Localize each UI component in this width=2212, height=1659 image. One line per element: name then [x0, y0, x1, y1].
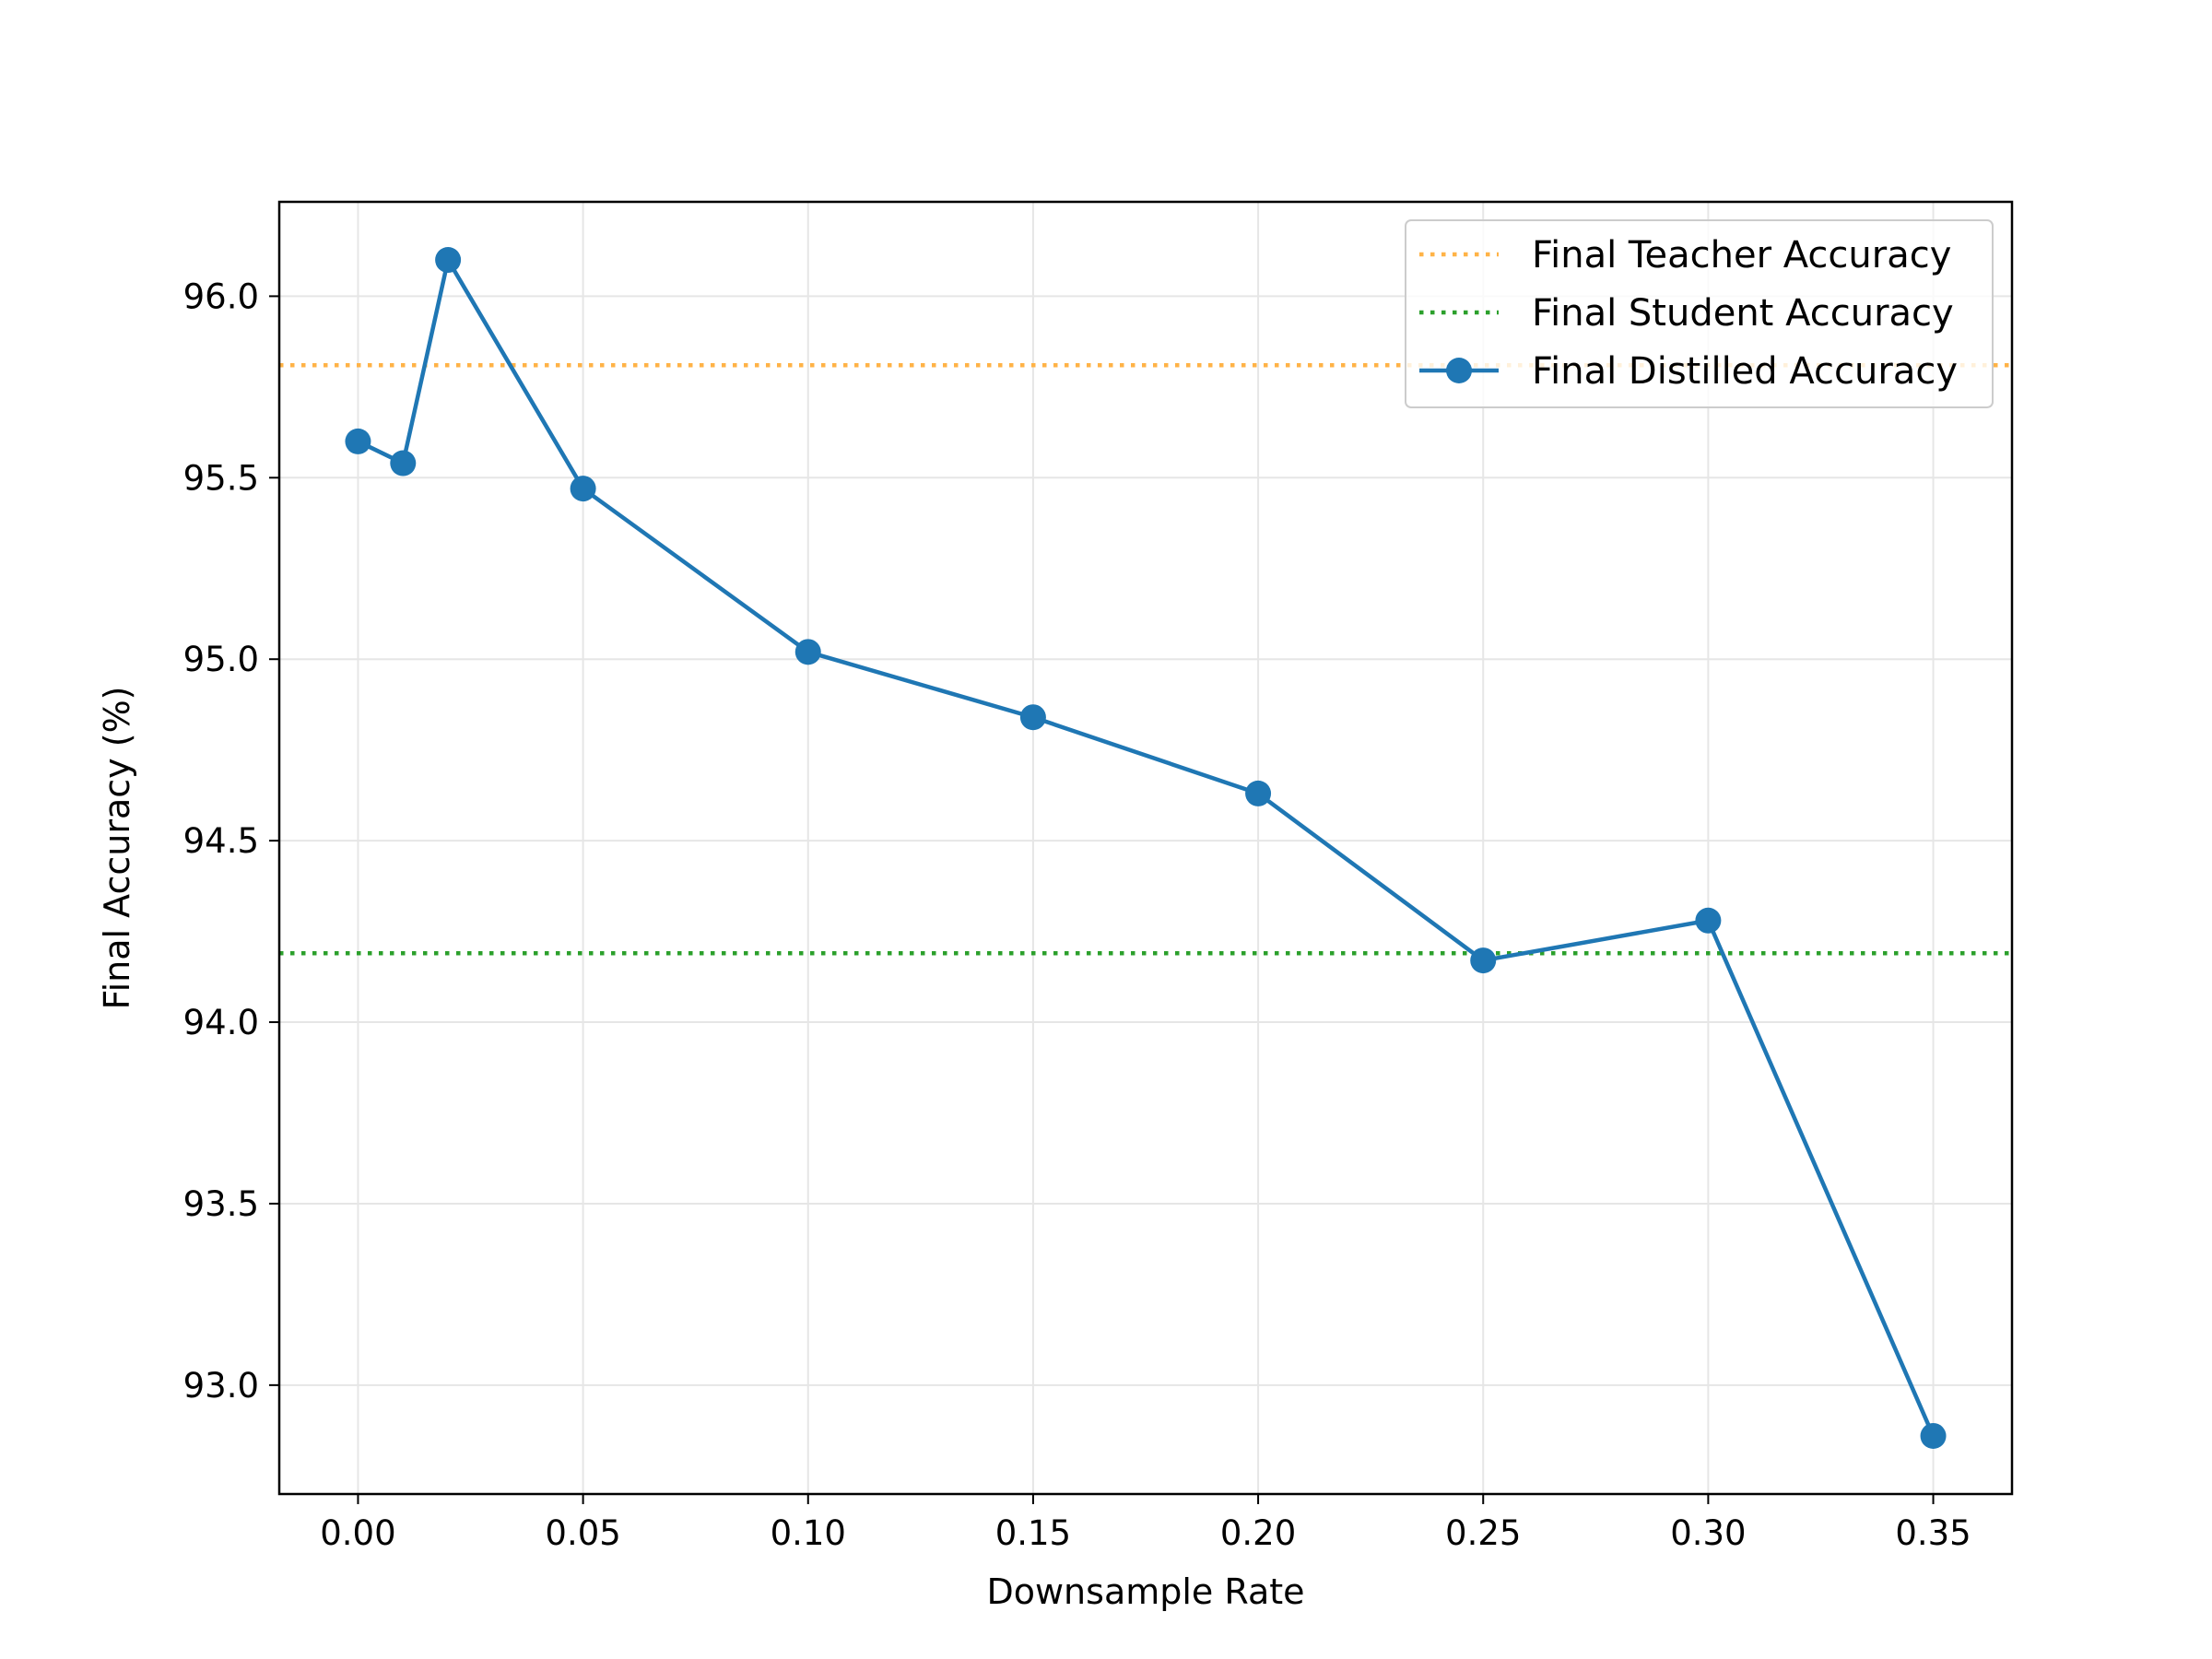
x-tick-label: 0.00	[320, 1513, 395, 1553]
y-tick-label: 95.5	[183, 458, 259, 498]
data-point	[1019, 704, 1046, 731]
x-tick-label: 0.20	[1220, 1513, 1296, 1553]
data-point	[794, 639, 821, 665]
data-point	[1695, 907, 1722, 934]
data-point	[1920, 1422, 1947, 1449]
x-tick-label: 0.35	[1895, 1513, 1971, 1553]
legend-label: Final Student Accuracy	[1532, 292, 1954, 335]
reference-lines	[279, 362, 2012, 956]
y-axis-label: Final Accuracy (%)	[97, 687, 137, 1010]
data-series	[345, 247, 1947, 1449]
data-point	[1245, 780, 1272, 806]
legend-label: Final Distilled Accuracy	[1532, 350, 1958, 393]
data-point	[435, 247, 462, 274]
series-line	[357, 257, 1936, 1437]
x-tick-label: 0.15	[995, 1513, 1071, 1553]
x-tick-label: 0.05	[545, 1513, 620, 1553]
x-tick-label: 0.25	[1445, 1513, 1521, 1553]
y-tick-label: 95.0	[183, 640, 259, 679]
data-point	[390, 450, 417, 477]
y-tick-label: 94.5	[183, 821, 259, 861]
legend: Final Teacher Accuracy Final Student Accu…	[1405, 219, 1994, 408]
y-tick-label: 93.5	[183, 1184, 259, 1224]
y-axis-ticks: 93.0 93.5 94.0 94.5 95.0 95.5 96.0	[183, 276, 279, 1406]
plot-area-frame	[277, 200, 2014, 1496]
x-axis-ticks: 0.00 0.05 0.10 0.15 0.20 0.25 0.30 0.35	[320, 1494, 1971, 1553]
x-tick-label: 0.30	[1670, 1513, 1746, 1553]
legend-box	[1405, 219, 1994, 408]
y-tick-label: 96.0	[183, 276, 259, 316]
y-tick-label: 93.0	[183, 1366, 259, 1406]
legend-marker	[1446, 358, 1472, 383]
data-point	[345, 428, 371, 454]
x-tick-label: 0.10	[771, 1513, 846, 1553]
x-axis-label: Downsample Rate	[986, 1571, 1304, 1612]
legend-label: Final Teacher Accuracy	[1532, 234, 1951, 276]
data-point	[1470, 947, 1497, 974]
y-tick-label: 94.0	[183, 1003, 259, 1042]
grid	[279, 202, 2012, 1494]
data-point	[570, 476, 596, 502]
